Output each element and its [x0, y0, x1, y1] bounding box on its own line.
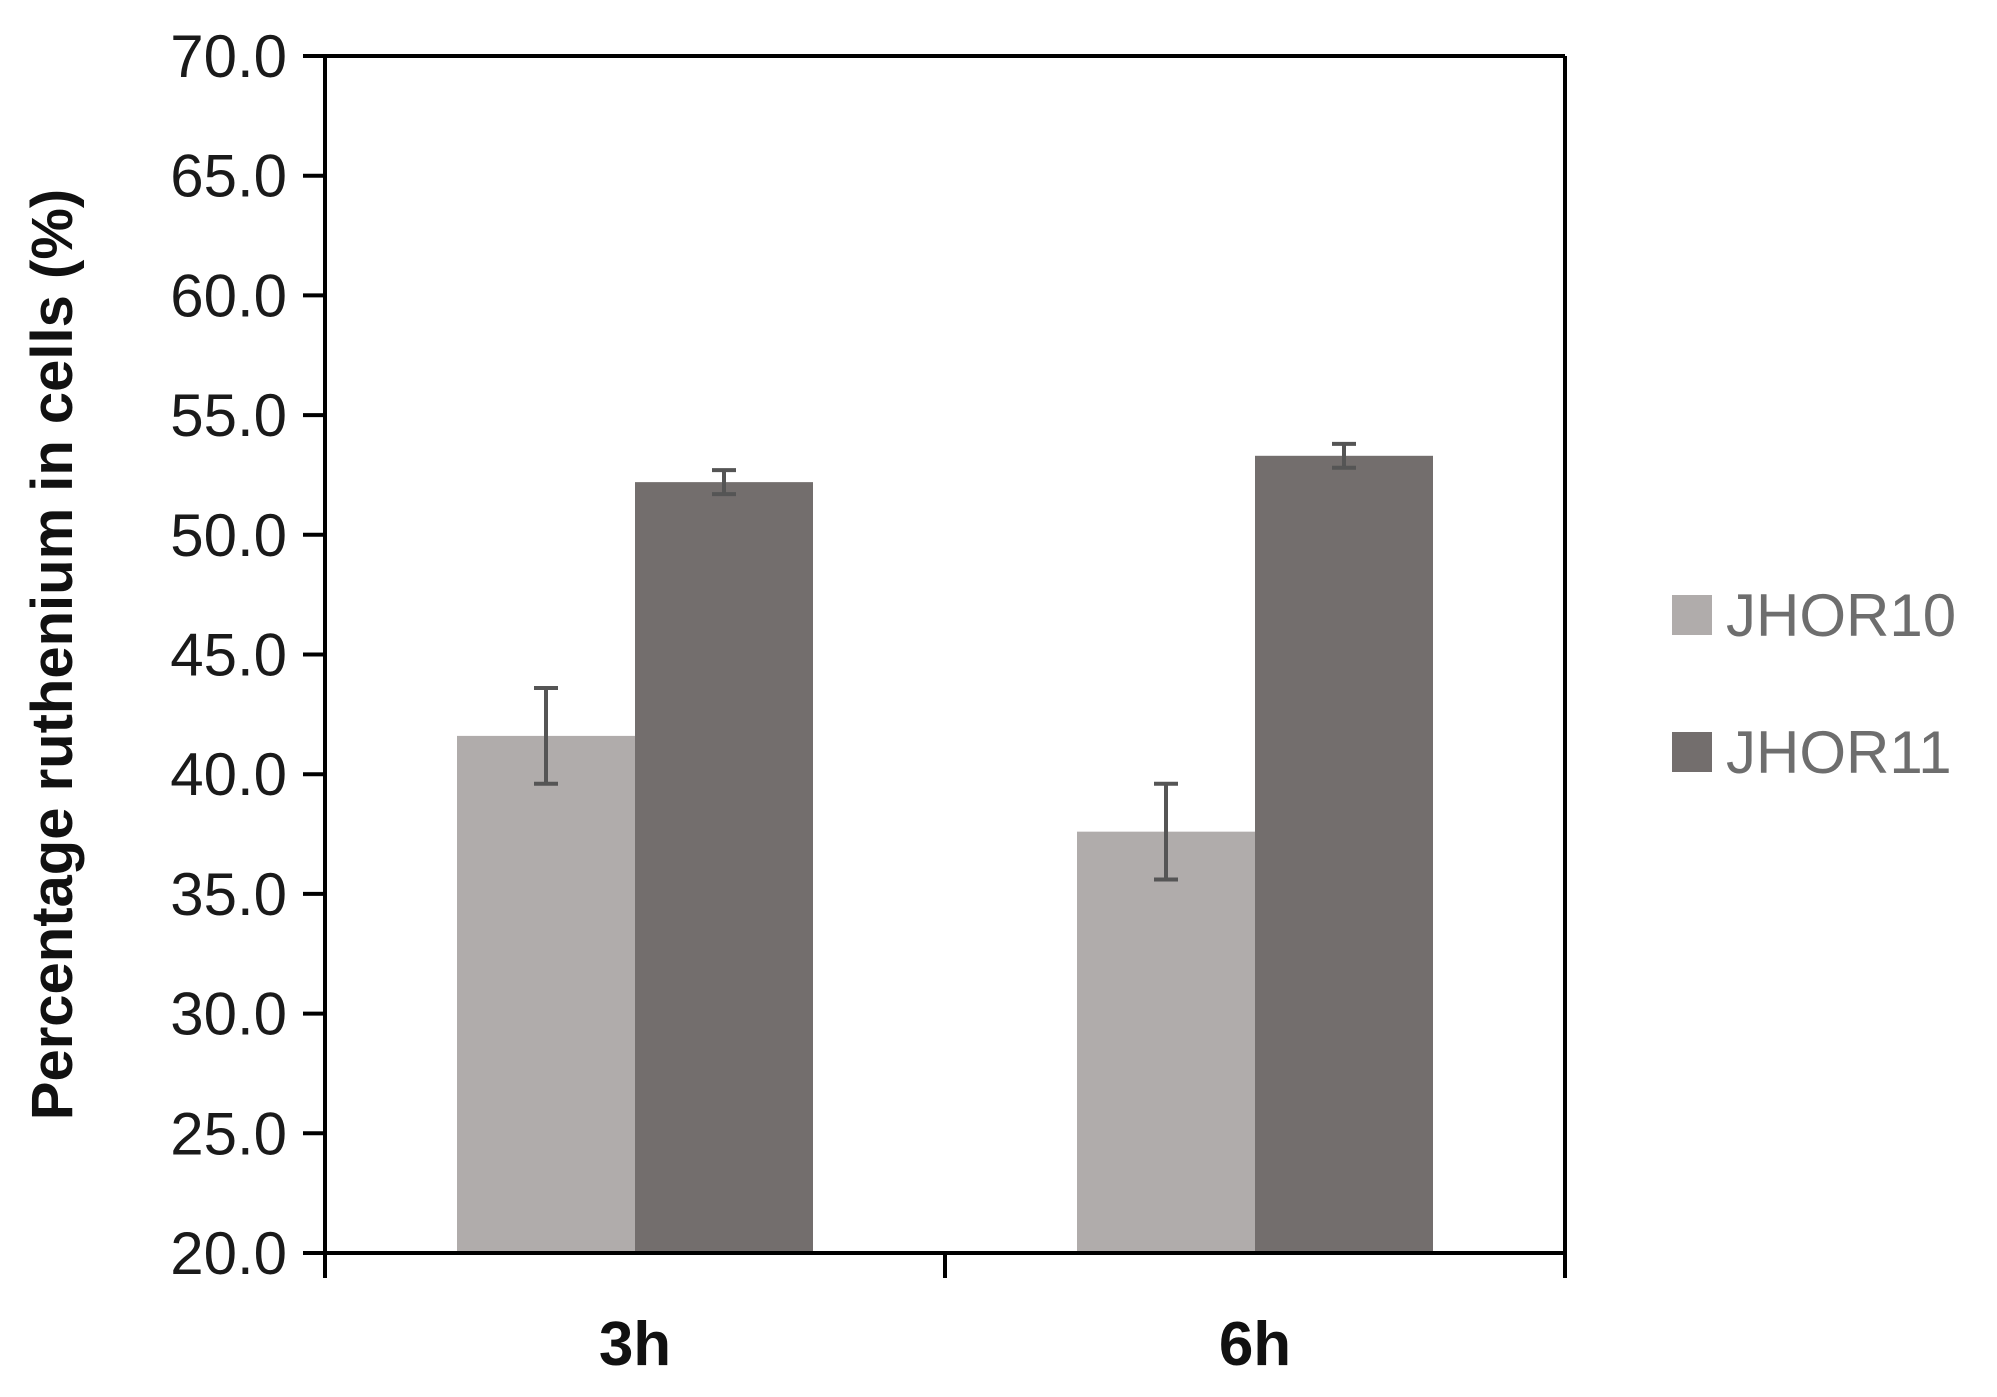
y-tick-label: 65.0 — [170, 143, 287, 210]
bar-jhor10-6h — [1077, 831, 1255, 1253]
error-bar-jhor11-3h — [712, 468, 736, 497]
error-bar-jhor10-3h — [534, 686, 558, 786]
y-axis-title: Percentage ruthenium in cells (%) — [20, 189, 85, 1120]
legend-swatch-jhor11 — [1672, 732, 1712, 772]
bar-jhor11-3h — [635, 482, 813, 1254]
y-tick-label: 35.0 — [170, 861, 287, 928]
legend: JHOR10 JHOR11 — [1672, 582, 1956, 786]
y-tick-label: 25.0 — [170, 1100, 287, 1167]
bars — [457, 455, 1433, 1254]
bar-jhor11-6h — [1255, 455, 1433, 1254]
y-axis-title-group: Percentage ruthenium in cells (%) — [20, 189, 85, 1120]
category-labels: 3h 6h — [599, 1310, 1291, 1379]
legend-label-jhor11: JHOR11 — [1726, 719, 1952, 786]
y-tick-label: 60.0 — [170, 262, 287, 329]
error-bars — [534, 441, 1356, 882]
axes — [303, 54, 1567, 1278]
legend-swatch-jhor10 — [1672, 595, 1712, 635]
y-tick-label: 45.0 — [170, 622, 287, 689]
x-category-label: 6h — [1219, 1310, 1291, 1379]
y-tick-label: 20.0 — [170, 1220, 287, 1287]
y-tick-label: 50.0 — [170, 502, 287, 569]
bar-jhor10-3h — [457, 735, 635, 1253]
y-tick-labels: 20.0 25.0 30.0 35.0 40.0 45.0 50.0 55.0 60.0 65.0… — [170, 23, 287, 1287]
y-tick-label: 40.0 — [170, 741, 287, 808]
y-tick-label: 70.0 — [170, 23, 287, 90]
error-bar-jhor11-6h — [1332, 441, 1356, 470]
y-tick-label: 55.0 — [170, 382, 287, 449]
error-bar-jhor10-6h — [1154, 781, 1178, 882]
x-category-label: 3h — [599, 1310, 671, 1379]
y-tick-label: 30.0 — [170, 981, 287, 1048]
legend-label-jhor10: JHOR10 — [1726, 582, 1956, 649]
